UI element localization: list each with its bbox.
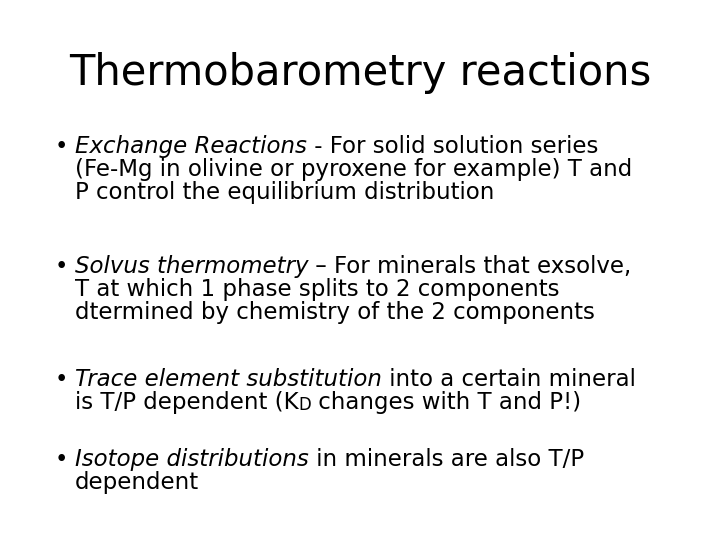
Text: Trace element substitution: Trace element substitution: [75, 368, 382, 391]
Text: D: D: [299, 396, 311, 414]
Text: changes with T and P!): changes with T and P!): [311, 391, 582, 414]
Text: •: •: [55, 255, 68, 278]
Text: Thermobarometry reactions: Thermobarometry reactions: [69, 52, 651, 94]
Text: is T/P dependent (K: is T/P dependent (K: [75, 391, 299, 414]
Text: Exchange Reactions: Exchange Reactions: [75, 135, 307, 158]
Text: – For minerals that exsolve,: – For minerals that exsolve,: [308, 255, 631, 278]
Text: P control the equilibrium distribution: P control the equilibrium distribution: [75, 180, 495, 204]
Text: (Fe-Mg in olivine or pyroxene for example) T and: (Fe-Mg in olivine or pyroxene for exampl…: [75, 158, 632, 181]
Text: T at which 1 phase splits to 2 components: T at which 1 phase splits to 2 component…: [75, 278, 559, 301]
Text: Isotope distributions: Isotope distributions: [75, 448, 309, 471]
Text: dependent: dependent: [75, 471, 199, 494]
Text: in minerals are also T/P: in minerals are also T/P: [309, 448, 584, 471]
Text: •: •: [55, 368, 68, 391]
Text: Solvus thermometry: Solvus thermometry: [75, 255, 308, 278]
Text: •: •: [55, 135, 68, 158]
Text: - For solid solution series: - For solid solution series: [307, 135, 598, 158]
Text: into a certain mineral: into a certain mineral: [382, 368, 636, 391]
Text: •: •: [55, 448, 68, 471]
Text: dtermined by chemistry of the 2 components: dtermined by chemistry of the 2 componen…: [75, 301, 595, 323]
